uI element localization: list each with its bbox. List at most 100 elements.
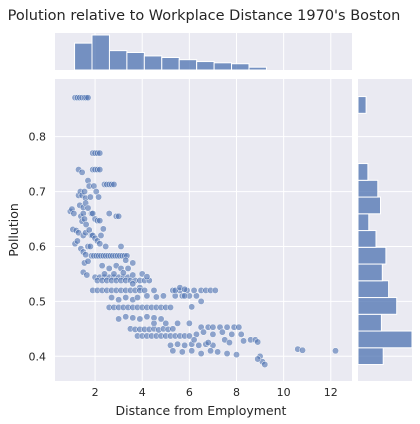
scatter-point <box>122 313 130 321</box>
scatter-point <box>84 204 92 212</box>
scatter-point <box>129 259 137 267</box>
scatter-point <box>143 292 151 300</box>
scatter-point <box>122 294 130 301</box>
scatter-point <box>235 323 243 331</box>
scatter-point <box>143 273 151 281</box>
y-histogram-bar <box>357 330 413 349</box>
scatter-points <box>66 94 339 368</box>
scatter-point <box>169 325 177 333</box>
scatter-point <box>218 328 226 336</box>
scatter-point <box>78 168 86 176</box>
x-histogram-bar <box>231 63 250 71</box>
scatter-point <box>240 337 248 345</box>
scatter-point <box>190 286 198 294</box>
scatter-point <box>97 232 105 239</box>
scatter-point <box>157 315 165 323</box>
scatter-point <box>84 94 92 102</box>
scatter-point <box>254 355 262 363</box>
y-histogram-bar <box>357 263 383 282</box>
x-histogram-bar <box>91 34 110 71</box>
x-tick-label: 8 <box>233 386 240 399</box>
scatter-point <box>105 210 113 217</box>
scatter-point <box>122 256 130 264</box>
scatter-point <box>129 280 137 288</box>
scatter-point <box>197 297 205 305</box>
scatter-point <box>174 319 182 327</box>
scatter-point <box>102 243 110 250</box>
y-histogram-bar <box>357 96 367 114</box>
scatter-point <box>129 314 137 322</box>
scatter-point <box>96 217 104 225</box>
x-histogram-bar <box>74 42 93 71</box>
scatter-point <box>143 313 151 321</box>
x-histogram-bar <box>196 61 215 71</box>
scatter-point <box>82 251 90 259</box>
scatter-point <box>211 286 219 294</box>
scatter-point <box>228 330 236 338</box>
scatter-point <box>96 166 104 174</box>
y-tick-labels: 0.4 0.5 0.6 0.7 0.8 <box>29 131 47 364</box>
scatter-point <box>332 347 339 355</box>
x-histogram-bar <box>248 66 267 71</box>
scatter-point <box>99 225 107 233</box>
scatter-point <box>209 330 217 338</box>
x-histogram-bar <box>161 57 180 71</box>
x-histogram-bar <box>178 59 198 71</box>
scatter-point <box>101 270 108 278</box>
scatter-plot-area <box>55 79 352 381</box>
scatter-point <box>86 193 94 201</box>
scatter-point <box>129 271 137 279</box>
y-histogram-bar <box>357 246 387 265</box>
scatter-point <box>108 294 116 301</box>
scatter-point <box>181 292 189 300</box>
scatter-point <box>119 269 127 277</box>
y-histogram-bar <box>357 280 390 299</box>
y-tick-label: 0.7 <box>29 186 47 199</box>
scatter-point <box>254 338 262 346</box>
scatter-point <box>82 221 90 228</box>
y-histogram-bar <box>357 213 370 232</box>
scatter-point <box>197 350 205 357</box>
scatter-point <box>70 210 78 217</box>
y-axis-label: Pollution <box>6 203 21 257</box>
scatter-point <box>207 347 215 355</box>
chart-title: Polution relative to Workplace Distance … <box>8 8 401 24</box>
scatter-point <box>117 243 125 250</box>
scatter-point <box>169 347 177 355</box>
scatter-point <box>225 339 233 347</box>
scatter-point <box>115 315 123 323</box>
x-histogram-bar <box>108 50 128 71</box>
scatter-point <box>195 341 203 349</box>
scatter-point <box>223 323 231 331</box>
x-tick-label: 12 <box>324 386 338 399</box>
scatter-point <box>261 361 269 368</box>
y-histogram-bar <box>357 297 398 315</box>
scatter-point <box>200 328 207 336</box>
y-histogram-bar <box>357 347 384 366</box>
scatter-point <box>167 303 174 311</box>
scatter-point <box>299 346 306 354</box>
scatter-point <box>98 262 106 270</box>
scatter-point <box>83 271 91 279</box>
marginal-y-histogram <box>357 96 413 366</box>
marginal-x-histogram <box>74 34 267 71</box>
y-tick-label: 0.8 <box>29 131 47 144</box>
scatter-point <box>159 292 167 300</box>
x-histogram-bar <box>213 62 233 71</box>
x-tick-label: 4 <box>139 386 146 399</box>
scatter-point <box>185 319 193 327</box>
scatter-point <box>188 303 196 311</box>
y-histogram-bar <box>357 196 381 215</box>
x-tick-label: 10 <box>277 386 291 399</box>
scatter-point <box>237 330 245 338</box>
scatter-point <box>209 323 217 331</box>
scatter-point <box>95 193 103 201</box>
x-tick-label: 2 <box>92 386 99 399</box>
scatter-point <box>115 212 123 220</box>
y-histogram-bar <box>357 163 369 181</box>
x-tick-label: 6 <box>186 386 193 399</box>
scatter-grid <box>55 79 352 381</box>
scatter-point <box>150 319 158 327</box>
y-histogram-bar <box>357 230 377 248</box>
